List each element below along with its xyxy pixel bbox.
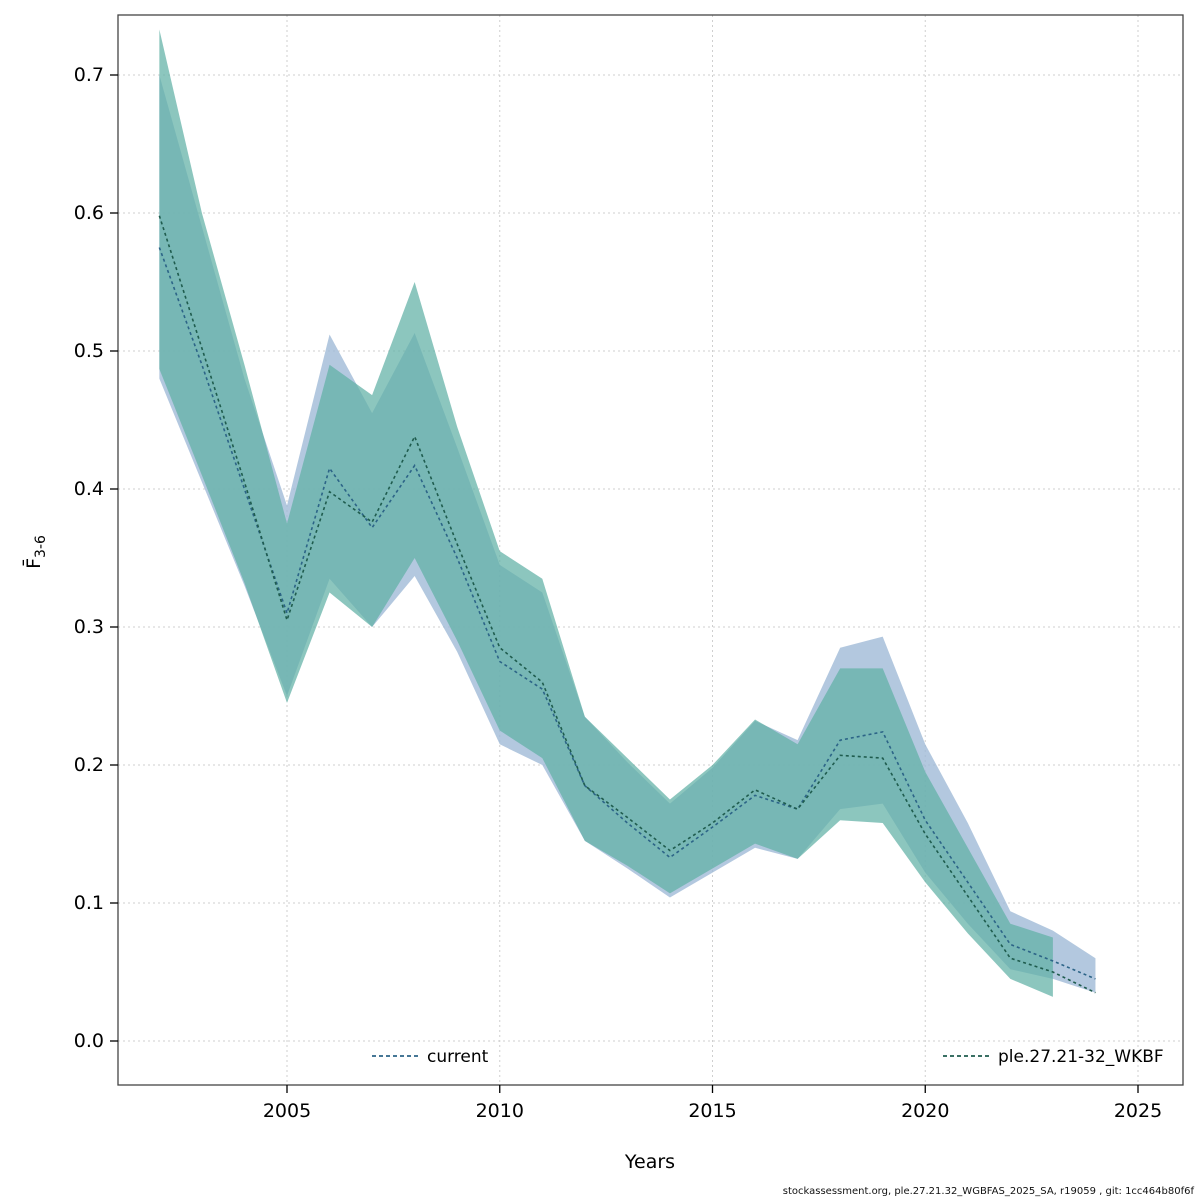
x-tick-label: 2025 [1114,1100,1162,1122]
y-tick-label: 0.3 [74,616,104,638]
confidence-bands [159,29,1096,997]
x-tick-label: 2015 [688,1100,736,1122]
legend: current ple.27.21-32_WKBF [372,1047,1164,1067]
median-line-ple.27.21-32_WKBF [158,215,1096,994]
y-tick-label: 0.0 [74,1030,104,1052]
y-axis-label-main: F̄ [21,558,45,569]
legend-item-current: current [372,1047,489,1067]
y-tick-label: 0.4 [74,478,104,500]
footer-text: stockassessment.org, ple.27.21.32_WGBFAS… [783,1186,1195,1197]
axis-ticks: 0.0 0.1 0.2 0.3 0.4 0.5 0.6 0.7 2005 2010 2015 2020… [74,64,1162,1122]
y-tick-label: 0.2 [74,754,104,776]
y-axis-label: F̄3-6 [21,535,49,569]
x-tick-label: 2005 [263,1100,311,1122]
x-axis-label: Years [624,1151,675,1173]
y-tick-label: 0.5 [74,340,104,362]
plot-border [117,14,1184,1086]
legend-item-wkb: ple.27.21-32_WKBF [943,1047,1164,1067]
legend-label-current: current [427,1047,489,1067]
legend-label-wkb: ple.27.21-32_WKBF [998,1047,1164,1067]
y-tick-label: 0.7 [74,64,104,86]
x-tick-label: 2020 [901,1100,949,1122]
median-line-current [158,247,1096,980]
y-tick-label: 0.1 [74,892,104,914]
series-lines [158,215,1096,994]
y-tick-label: 0.6 [74,202,104,224]
x-tick-label: 2010 [476,1100,524,1122]
confidence-band-ple.27.21-32_WKBF [159,29,1053,997]
y-axis-label-subscript: 3-6 [33,535,49,558]
